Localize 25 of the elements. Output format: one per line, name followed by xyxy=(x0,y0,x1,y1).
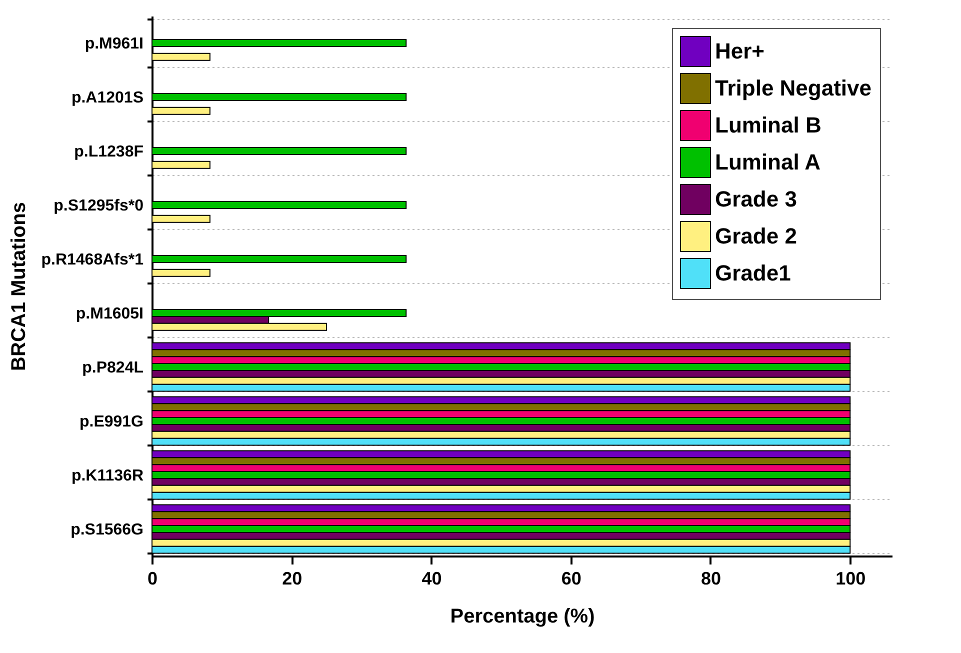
y-tick-label: p.E991G xyxy=(79,414,144,430)
y-tick-label: p.R1468Afs*1 xyxy=(41,252,144,268)
legend-label: Triple Negative xyxy=(715,76,872,100)
legend-label: Grade 3 xyxy=(715,186,797,212)
y-tick-label: p.M1605I xyxy=(76,306,144,322)
y-tick-label: p.S1566G xyxy=(70,522,144,538)
y-axis-title: BRCA1 Mutations xyxy=(8,202,30,371)
y-tick-label: p.A1201S xyxy=(71,90,144,106)
y-tick-label: p.L1238F xyxy=(74,144,144,160)
y-tick-label: p.P824L xyxy=(82,360,144,376)
legend-label: Grade 2 xyxy=(715,224,797,248)
y-tick-label: p.M961I xyxy=(84,36,144,52)
x-tick-label: 40 xyxy=(422,568,442,588)
x-axis-title: Percentage (%) xyxy=(450,606,595,628)
legend-label: Luminal A xyxy=(715,150,821,174)
x-tick-label: 80 xyxy=(700,568,722,588)
x-tick-label: 100 xyxy=(836,568,866,588)
legend-label: Grade1 xyxy=(715,260,791,286)
x-tick-label: 60 xyxy=(561,568,582,588)
legend-label: Luminal B xyxy=(715,112,822,138)
legend-label: Her+ xyxy=(715,38,765,64)
y-tick-label: p.K1136R xyxy=(71,468,144,484)
x-tick-label: 20 xyxy=(282,568,302,588)
y-tick-label: p.S1295fs*0 xyxy=(54,198,144,214)
x-tick-label: 0 xyxy=(147,568,158,588)
